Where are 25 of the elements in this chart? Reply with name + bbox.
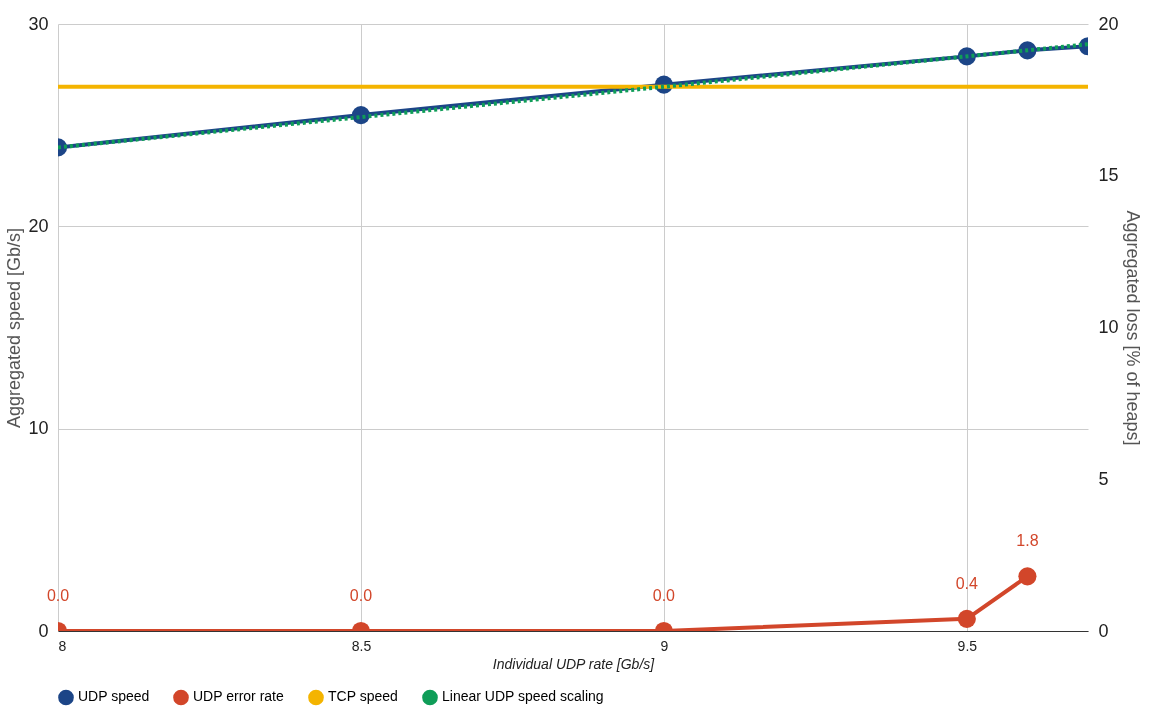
y-tick-label: 10 bbox=[28, 418, 49, 439]
y-axis-title: Aggregated speed [Gb/s] bbox=[4, 227, 25, 429]
data-label: 0.0 bbox=[46, 587, 70, 604]
x-tick-label: 9.5 bbox=[957, 637, 978, 654]
data-label: 0.0 bbox=[652, 587, 676, 604]
y2-axis-title: Aggregated loss [% of heaps] bbox=[1122, 210, 1143, 446]
x-tick-label: 8.5 bbox=[351, 637, 372, 654]
data-label: 1.8 bbox=[1016, 532, 1039, 550]
x-tick-label: 8 bbox=[58, 637, 67, 654]
data-label: 0.4 bbox=[955, 574, 979, 592]
y-tick-label: 20 bbox=[28, 215, 49, 236]
y2-tick-label: 20 bbox=[1098, 13, 1119, 34]
x-tick-label: 9 bbox=[660, 637, 669, 654]
y-tick-label: 0 bbox=[38, 620, 49, 641]
legend-label: Linear UDP speed scaling bbox=[442, 688, 604, 705]
legend-label: UDP speed bbox=[78, 688, 150, 705]
data-label: 0.0 bbox=[349, 587, 373, 604]
y-tick-label: 30 bbox=[28, 13, 49, 34]
legend-label: TCP speed bbox=[328, 688, 398, 705]
legend-label: UDP error rate bbox=[193, 688, 284, 705]
y2-tick-label: 15 bbox=[1098, 165, 1119, 186]
y2-tick-label: 10 bbox=[1098, 317, 1119, 337]
y2-tick-label: 5 bbox=[1098, 468, 1109, 489]
y2-tick-label: 0 bbox=[1098, 620, 1109, 641]
x-axis-title: Individual UDP rate [Gb/s] bbox=[492, 655, 656, 672]
